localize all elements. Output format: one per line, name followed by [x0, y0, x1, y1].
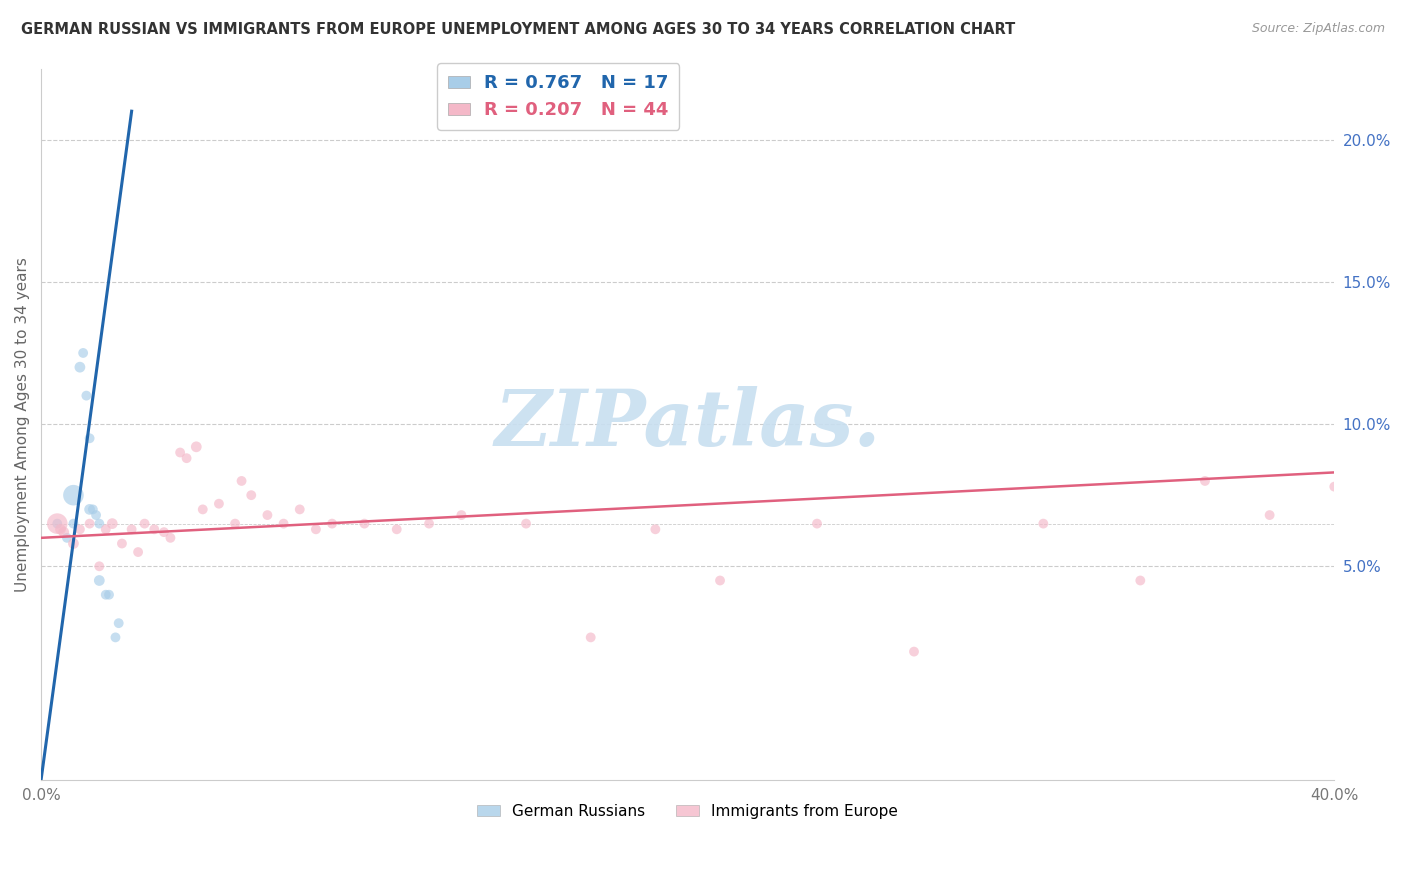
Point [62, 536, 84, 550]
Point [1323, 480, 1346, 494]
Point [75, 389, 97, 403]
Y-axis label: Unemployment Among Ages 30 to 34 years: Unemployment Among Ages 30 to 34 years [15, 257, 30, 591]
Point [169, 445, 191, 459]
Point [127, 545, 149, 559]
Point [94, 522, 117, 536]
Point [101, 516, 124, 531]
Text: ZIPatlas.: ZIPatlas. [495, 386, 882, 462]
Point [89, 516, 111, 531]
Point [305, 522, 328, 536]
Text: GERMAN RUSSIAN VS IMMIGRANTS FROM EUROPE UNEMPLOYMENT AMONG AGES 30 TO 34 YEARS : GERMAN RUSSIAN VS IMMIGRANTS FROM EUROPE… [21, 22, 1015, 37]
Point [79, 516, 101, 531]
Point [176, 451, 198, 466]
Point [94, 588, 117, 602]
Point [69, 522, 91, 536]
Point [111, 536, 134, 550]
Point [143, 522, 166, 536]
Point [579, 631, 602, 645]
Point [134, 516, 156, 531]
Point [69, 360, 91, 375]
Point [240, 488, 263, 502]
Point [52, 525, 75, 540]
Point [107, 616, 129, 631]
Point [385, 522, 408, 536]
Point [186, 440, 208, 454]
Point [224, 516, 246, 531]
Point [1194, 474, 1216, 488]
Point [903, 645, 925, 659]
Point [806, 516, 828, 531]
Point [89, 574, 111, 588]
Point [644, 522, 666, 536]
Point [208, 497, 231, 511]
Point [353, 516, 375, 531]
Point [1129, 574, 1152, 588]
Text: Source: ZipAtlas.com: Source: ZipAtlas.com [1251, 22, 1385, 36]
Point [159, 531, 181, 545]
Point [89, 559, 111, 574]
Point [515, 516, 537, 531]
Point [56, 531, 79, 545]
Point [418, 516, 440, 531]
Point [82, 502, 104, 516]
Point [49, 522, 72, 536]
Point [1032, 516, 1054, 531]
Point [1258, 508, 1281, 522]
Point [72, 346, 94, 360]
Point [709, 574, 731, 588]
Point [79, 431, 101, 445]
Point [46, 516, 69, 531]
Point [231, 474, 253, 488]
Point [191, 502, 214, 516]
Point [450, 508, 472, 522]
Point [79, 502, 101, 516]
Point [98, 588, 121, 602]
Point [62, 488, 84, 502]
Point [321, 516, 343, 531]
Point [104, 631, 127, 645]
Point [62, 516, 84, 531]
Point [121, 522, 143, 536]
Point [46, 516, 69, 531]
Legend: German Russians, Immigrants from Europe: German Russians, Immigrants from Europe [471, 798, 904, 825]
Point [84, 508, 107, 522]
Point [256, 508, 278, 522]
Point [273, 516, 295, 531]
Point [288, 502, 311, 516]
Point [153, 525, 176, 540]
